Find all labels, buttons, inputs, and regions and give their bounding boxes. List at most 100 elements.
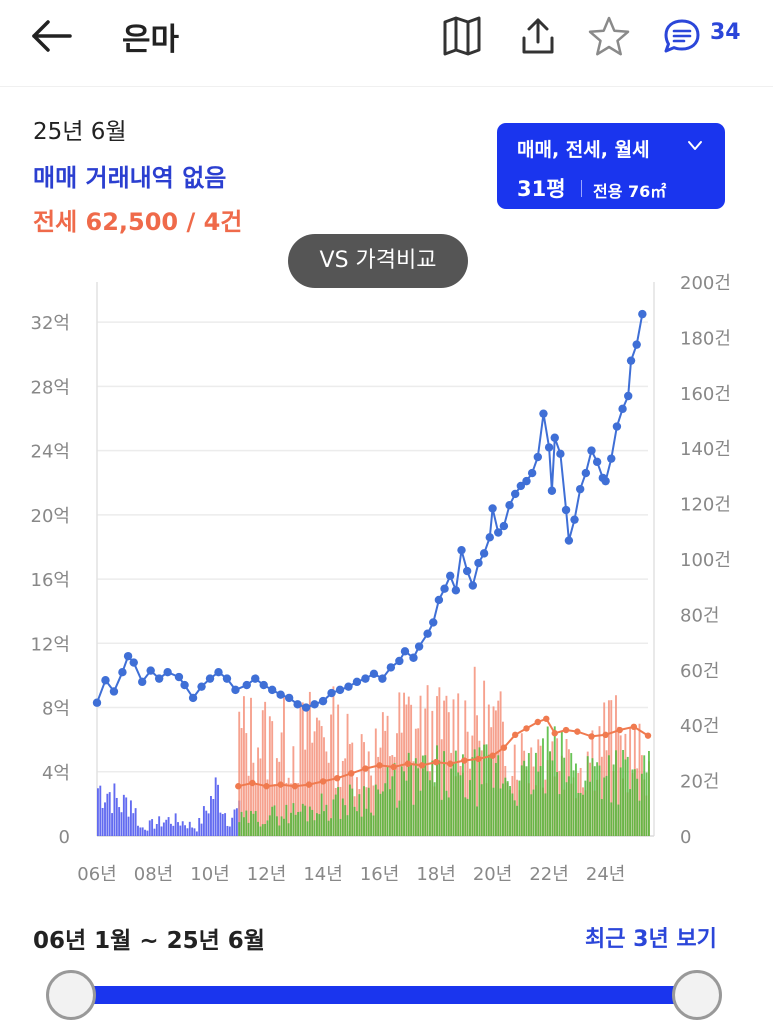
wolse-volume-bar — [504, 777, 507, 836]
jeonse-price-point — [249, 779, 256, 787]
jeonse-volume-bar — [323, 737, 325, 836]
wolse-volume-bar — [391, 776, 394, 836]
jeonse-volume-bar — [360, 734, 363, 836]
sale-price-point — [361, 674, 370, 683]
sale-volume-bar — [172, 825, 175, 836]
sale-status: 매매 거래내역 없음 — [33, 164, 227, 192]
wolse-volume-bar — [257, 821, 260, 836]
sale-volume-bar — [125, 797, 128, 836]
sale-price-point — [197, 682, 206, 691]
wolse-volume-bar — [259, 826, 262, 836]
sale-volume-bar — [233, 809, 236, 836]
sale-volume-bar — [151, 819, 154, 836]
jeonse-volume-bar — [356, 777, 358, 836]
trade-type-selector[interactable]: 매매, 전세, 월세 31평 전용 76㎡ — [497, 123, 725, 209]
wolse-volume-bar — [268, 815, 271, 836]
wolse-volume-bar — [254, 811, 257, 836]
sale-price-point — [592, 457, 602, 467]
jeonse-volume-bar — [252, 762, 255, 836]
comment-icon[interactable] — [660, 14, 704, 58]
x-tick-label: 20년 — [473, 864, 512, 885]
star-icon[interactable] — [587, 14, 631, 58]
comment-count[interactable]: 34 — [710, 20, 741, 45]
wolse-volume-bar — [351, 788, 354, 836]
sale-price-point — [457, 545, 466, 555]
sale-volume-bar — [184, 825, 187, 836]
jeonse-price-point — [523, 725, 530, 732]
sale-price-point — [462, 566, 472, 576]
jeonse-volume-bar — [330, 714, 332, 836]
sale-price-point — [409, 653, 418, 662]
sale-volume-bar — [214, 777, 217, 836]
sale-price-point — [386, 663, 396, 672]
jeonse-price-point — [432, 758, 440, 766]
sale-price-point — [163, 668, 172, 677]
jeonse-volume-bar — [600, 756, 603, 836]
chevron-down-icon — [688, 141, 702, 150]
sale-volume-bar — [228, 826, 231, 836]
sale-price-point — [624, 391, 633, 401]
wolse-volume-bar — [337, 787, 340, 836]
share-icon[interactable] — [516, 14, 560, 58]
wolse-volume-bar — [572, 770, 575, 836]
recent-3-years-button[interactable]: 최근 3년 보기 — [585, 927, 717, 952]
wolse-volume-bar — [360, 816, 363, 836]
vs-compare-button[interactable]: VS 가격비교 — [288, 234, 468, 288]
range-slider-start-handle[interactable] — [46, 970, 96, 1020]
sale-price-point — [301, 703, 311, 712]
sale-price-point — [318, 696, 328, 706]
jeonse-price-point — [348, 770, 355, 777]
y-right-tick-label: 140건 — [680, 439, 731, 460]
wolse-volume-bar — [469, 780, 471, 836]
range-slider-end-handle[interactable] — [672, 970, 722, 1020]
wolse-volume-bar — [438, 760, 441, 836]
jeonse-volume-bar — [426, 685, 429, 836]
jeonse-price-point — [277, 781, 284, 788]
wolse-volume-bar — [433, 782, 436, 836]
sale-price-point — [251, 674, 260, 683]
jeonse-price-point — [404, 760, 412, 767]
sale-volume-bar — [146, 830, 149, 836]
size-separator — [581, 180, 582, 197]
wolse-volume-bar — [264, 823, 267, 836]
back-arrow-icon[interactable] — [28, 16, 76, 56]
header-divider — [0, 86, 773, 87]
wolse-volume-bar — [419, 790, 422, 836]
x-tick-label: 08년 — [134, 864, 173, 885]
sale-price-point — [451, 586, 461, 595]
x-tick-label: 10년 — [190, 864, 229, 885]
jeonse-volume-bar — [499, 691, 502, 836]
range-slider-track[interactable] — [68, 986, 694, 1004]
wolse-volume-bar — [466, 798, 469, 836]
sale-price-point — [101, 676, 110, 685]
wolse-volume-bar — [445, 790, 448, 836]
wolse-volume-bar — [584, 780, 587, 836]
sale-volume-bar — [200, 823, 203, 836]
sale-price-point — [522, 476, 531, 486]
wolse-volume-bar — [353, 806, 356, 836]
wolse-volume-bar — [648, 750, 650, 836]
sale-volume-bar — [120, 812, 123, 836]
y-left-tick-label: 8억 — [42, 699, 70, 720]
jeonse-price-point — [447, 760, 454, 767]
sale-volume-bar — [186, 828, 189, 836]
jeonse-volume-bar — [603, 702, 606, 836]
sale-volume-bar — [210, 796, 212, 836]
wolse-volume-bar — [278, 825, 281, 836]
jeonse-volume-bar — [297, 783, 300, 836]
jeonse-volume-bar — [266, 779, 269, 836]
wolse-volume-bar — [607, 755, 610, 836]
sale-price-point — [612, 422, 622, 431]
map-icon[interactable] — [440, 14, 484, 58]
sale-volume-bar — [113, 783, 116, 836]
wolse-volume-bar — [579, 792, 582, 836]
wolse-volume-bar — [294, 814, 297, 836]
size-pyeong: 31평 — [517, 177, 566, 201]
sale-price-point — [344, 682, 353, 691]
sale-volume-bar — [115, 797, 118, 836]
wolse-volume-bar — [494, 763, 497, 836]
jeonse-volume-bar — [315, 717, 318, 836]
y-right-tick-label: 40건 — [680, 716, 719, 737]
wolse-volume-bar — [612, 764, 615, 836]
sale-volume-bar — [224, 813, 227, 836]
